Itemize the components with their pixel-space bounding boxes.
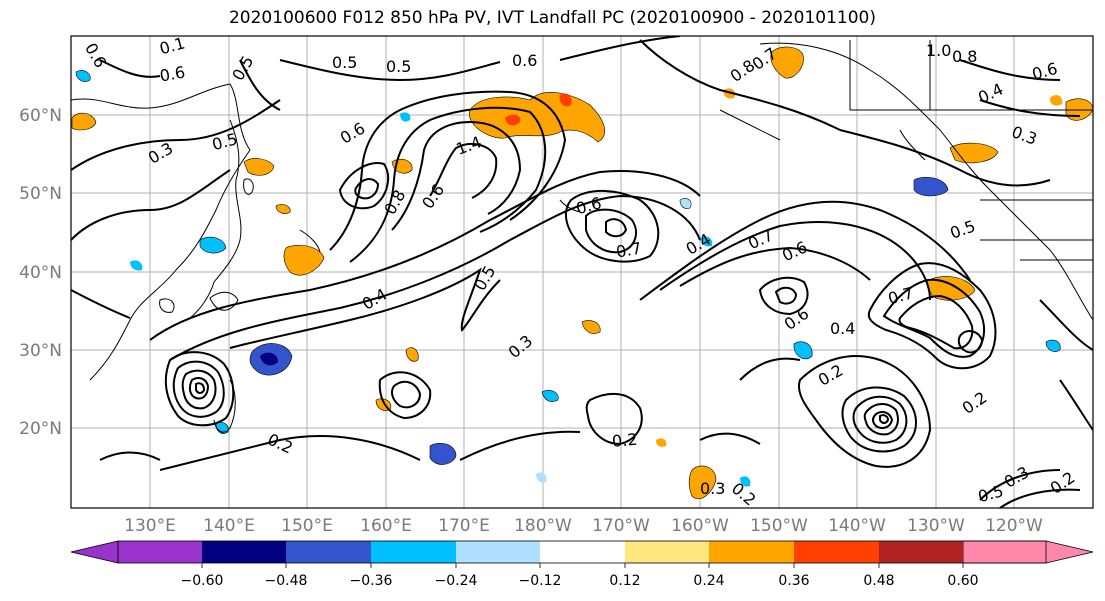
colorbar-segment (709, 541, 794, 563)
colorbar-segment (879, 541, 963, 563)
colorbar-segment (794, 541, 879, 563)
lat-label: 50°N (19, 184, 62, 204)
colorbar-segment (371, 541, 456, 563)
lat-label: 30°N (19, 341, 62, 361)
lon-label: 180°W (514, 516, 572, 536)
lat-label: 60°N (19, 106, 62, 126)
contour-label: 0.5 (386, 57, 411, 76)
graticule (71, 36, 1093, 508)
colorbar-tick-label: −0.12 (519, 573, 562, 589)
lat-label: 20°N (19, 419, 62, 439)
map-frame (70, 35, 1094, 509)
lon-label: 150°W (750, 516, 808, 536)
ivt-contours (71, 36, 1093, 508)
contour-label: 0.6 (158, 62, 186, 85)
colorbar-tick-label: −0.48 (265, 573, 308, 589)
figure-title: 2020100600 F012 850 hPa PV, IVT Landfall… (228, 8, 876, 28)
contour-label: 0.2 (611, 430, 638, 451)
coastlines (71, 40, 1093, 433)
colorbar-segment (625, 541, 709, 563)
contour-label: 0.4 (830, 319, 855, 338)
lon-label: 160°W (671, 516, 729, 536)
colorbar-segment (540, 541, 625, 563)
colorbar-segment (202, 541, 286, 563)
colorbar-tick-label: −0.36 (350, 573, 393, 589)
contour-label: 0.7 (615, 238, 643, 261)
colorbar-tick-label: −0.60 (181, 573, 224, 589)
contour-label: 0.8 (952, 47, 977, 66)
colorbar: −0.60 −0.48 −0.36 −0.24 −0.12 0.12 0.24 … (70, 540, 1094, 589)
colorbar-tick-label: 0.60 (947, 573, 978, 589)
lat-label: 40°N (19, 263, 62, 283)
colorbar-segment (456, 541, 540, 563)
contour-label: 0.1 (157, 33, 187, 58)
colorbar-tick-label: 0.48 (863, 573, 894, 589)
lon-label: 140°W (828, 516, 886, 536)
colorbar-extend-low (70, 540, 119, 564)
colorbar-tick-label: −0.24 (435, 573, 478, 589)
contour-label: 0.6 (512, 51, 537, 70)
lon-label: 170°W (592, 516, 650, 536)
lon-label: 170°E (438, 516, 490, 536)
colorbar-outline (117, 540, 1047, 564)
colorbar-tick-label: 0.36 (778, 573, 809, 589)
longitude-labels: 130°E 140°E 150°E 160°E 170°E 180°W 170°… (124, 516, 1043, 536)
lon-label: 140°E (203, 516, 255, 536)
latitude-labels: 60°N 50°N 40°N 30°N 20°N (19, 106, 62, 439)
lon-label: 120°W (985, 516, 1043, 536)
colorbar-tick-label: 0.24 (693, 573, 724, 589)
colorbar-tick-label: 0.12 (609, 573, 640, 589)
contour-label: 0.5 (332, 53, 357, 72)
colorbar-segment (286, 541, 371, 563)
contour-label: 1.0 (926, 41, 951, 60)
lon-label: 150°E (281, 516, 333, 536)
contour-label: 0.3 (700, 479, 725, 498)
colorbar-extend-high (962, 540, 1094, 564)
pv-negative-patches (75, 70, 1061, 487)
lon-label: 130°E (124, 516, 176, 536)
lon-label: 160°E (360, 516, 412, 536)
colorbar-segment (118, 541, 202, 563)
lon-label: 130°W (907, 516, 965, 536)
